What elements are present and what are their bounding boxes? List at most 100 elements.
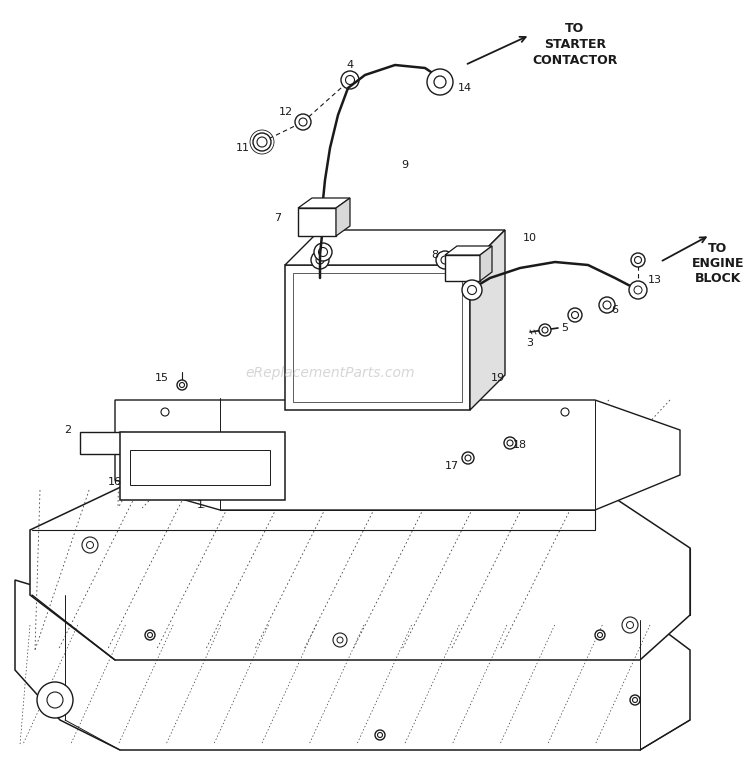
Polygon shape [120, 432, 285, 500]
Bar [80, 432, 125, 454]
Circle shape [462, 280, 482, 300]
Circle shape [161, 408, 169, 416]
Circle shape [145, 630, 155, 640]
Circle shape [133, 492, 137, 496]
Circle shape [131, 490, 139, 498]
Text: CONTACTOR: CONTACTOR [532, 53, 618, 66]
Circle shape [271, 490, 279, 498]
Text: TO: TO [566, 22, 584, 35]
Text: 15: 15 [155, 373, 169, 383]
Text: 12: 12 [279, 107, 293, 117]
Circle shape [622, 617, 638, 633]
Circle shape [462, 452, 474, 464]
Circle shape [161, 464, 169, 472]
Circle shape [257, 137, 267, 147]
Bar [298, 208, 336, 236]
Circle shape [271, 434, 279, 442]
Circle shape [377, 732, 382, 738]
Circle shape [295, 114, 311, 130]
Circle shape [177, 380, 187, 390]
Text: 2: 2 [64, 425, 71, 435]
Circle shape [132, 467, 138, 473]
Circle shape [148, 632, 152, 638]
Circle shape [599, 297, 615, 313]
Bar [445, 255, 480, 281]
Circle shape [631, 253, 645, 267]
Circle shape [82, 537, 98, 553]
Polygon shape [30, 485, 690, 660]
Circle shape [441, 256, 449, 264]
Circle shape [311, 251, 329, 269]
Text: 19: 19 [491, 373, 505, 383]
Circle shape [634, 286, 642, 294]
Circle shape [630, 695, 640, 705]
Circle shape [603, 301, 611, 309]
Bar [285, 265, 470, 410]
Circle shape [561, 408, 569, 416]
Circle shape [131, 434, 139, 442]
Circle shape [319, 247, 328, 256]
Text: 4: 4 [346, 60, 353, 70]
Text: 3: 3 [526, 338, 533, 348]
Circle shape [632, 698, 638, 702]
Text: ENGINE: ENGINE [692, 256, 744, 270]
Circle shape [626, 621, 634, 628]
Text: 16: 16 [108, 477, 122, 487]
Circle shape [129, 464, 141, 476]
Polygon shape [115, 400, 680, 510]
Circle shape [568, 308, 582, 322]
Bar [293, 273, 462, 402]
Text: 8: 8 [431, 250, 439, 260]
Bar [130, 450, 270, 485]
Circle shape [598, 632, 602, 638]
Text: 10: 10 [523, 233, 537, 243]
Text: 14: 14 [458, 83, 472, 93]
Circle shape [436, 251, 454, 269]
Circle shape [467, 286, 476, 294]
Text: 18: 18 [513, 440, 527, 450]
Polygon shape [480, 246, 492, 281]
Circle shape [595, 630, 605, 640]
Circle shape [299, 118, 307, 126]
Circle shape [465, 455, 471, 461]
Circle shape [634, 256, 641, 263]
Text: 7: 7 [274, 213, 281, 223]
Circle shape [316, 256, 324, 264]
Text: 6: 6 [611, 305, 619, 315]
Circle shape [337, 637, 343, 643]
Polygon shape [285, 230, 505, 265]
Text: 9: 9 [401, 160, 409, 170]
Polygon shape [298, 198, 350, 208]
Circle shape [346, 75, 355, 85]
Text: BLOCK: BLOCK [694, 272, 741, 284]
Circle shape [572, 312, 578, 319]
Circle shape [133, 436, 137, 440]
Circle shape [37, 682, 73, 718]
Circle shape [47, 692, 63, 708]
Text: STARTER: STARTER [544, 38, 606, 51]
Circle shape [253, 133, 271, 151]
Circle shape [427, 69, 453, 95]
Text: 17: 17 [445, 461, 459, 471]
Circle shape [179, 383, 184, 387]
Circle shape [542, 327, 548, 333]
Text: eReplacementParts.com: eReplacementParts.com [245, 367, 415, 380]
Circle shape [434, 76, 446, 88]
Polygon shape [445, 246, 492, 255]
Circle shape [507, 440, 513, 446]
Text: 13: 13 [648, 275, 662, 285]
Polygon shape [15, 580, 690, 750]
Circle shape [273, 492, 277, 496]
Circle shape [314, 243, 332, 261]
Circle shape [504, 437, 516, 449]
Circle shape [375, 730, 385, 740]
Text: 11: 11 [236, 143, 250, 153]
Circle shape [539, 324, 551, 336]
Polygon shape [336, 198, 350, 236]
Text: 1: 1 [196, 500, 203, 510]
Circle shape [273, 436, 277, 440]
Circle shape [341, 71, 359, 89]
Circle shape [86, 541, 94, 548]
Circle shape [629, 281, 647, 299]
Text: 5: 5 [562, 323, 568, 333]
